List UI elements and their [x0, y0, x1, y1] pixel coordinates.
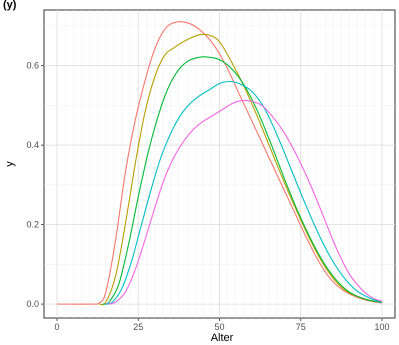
x-axis-title: Alter — [211, 332, 234, 344]
series-line-4 — [105, 80, 383, 305]
x-tick-label: 0 — [54, 322, 59, 332]
x-tick-label: 100 — [374, 322, 389, 332]
y-tick-label: 0.4 — [26, 140, 39, 150]
series-line-6 — [108, 99, 383, 305]
x-axis-ticks: 0 25 50 75 100 — [54, 318, 390, 332]
y-axis-title: y — [4, 161, 16, 167]
series-line-1 — [56, 21, 383, 305]
series-line-2 — [99, 33, 383, 306]
x-tick-label: 75 — [296, 322, 306, 332]
chart-title-fragment: (y) — [3, 0, 17, 11]
grid-lines — [44, 10, 395, 318]
y-axis-ticks: 0.0 0.2 0.4 0.6 — [26, 61, 44, 309]
series-line-5 — [105, 302, 110, 305]
series-lines — [56, 21, 383, 306]
y-tick-label: 0.6 — [26, 61, 39, 71]
x-tick-label: 50 — [214, 322, 224, 332]
y-tick-label: 0.2 — [26, 220, 39, 230]
y-tick-label: 0.0 — [26, 299, 39, 309]
x-tick-label: 25 — [133, 322, 143, 332]
series-line-3 — [102, 56, 383, 305]
